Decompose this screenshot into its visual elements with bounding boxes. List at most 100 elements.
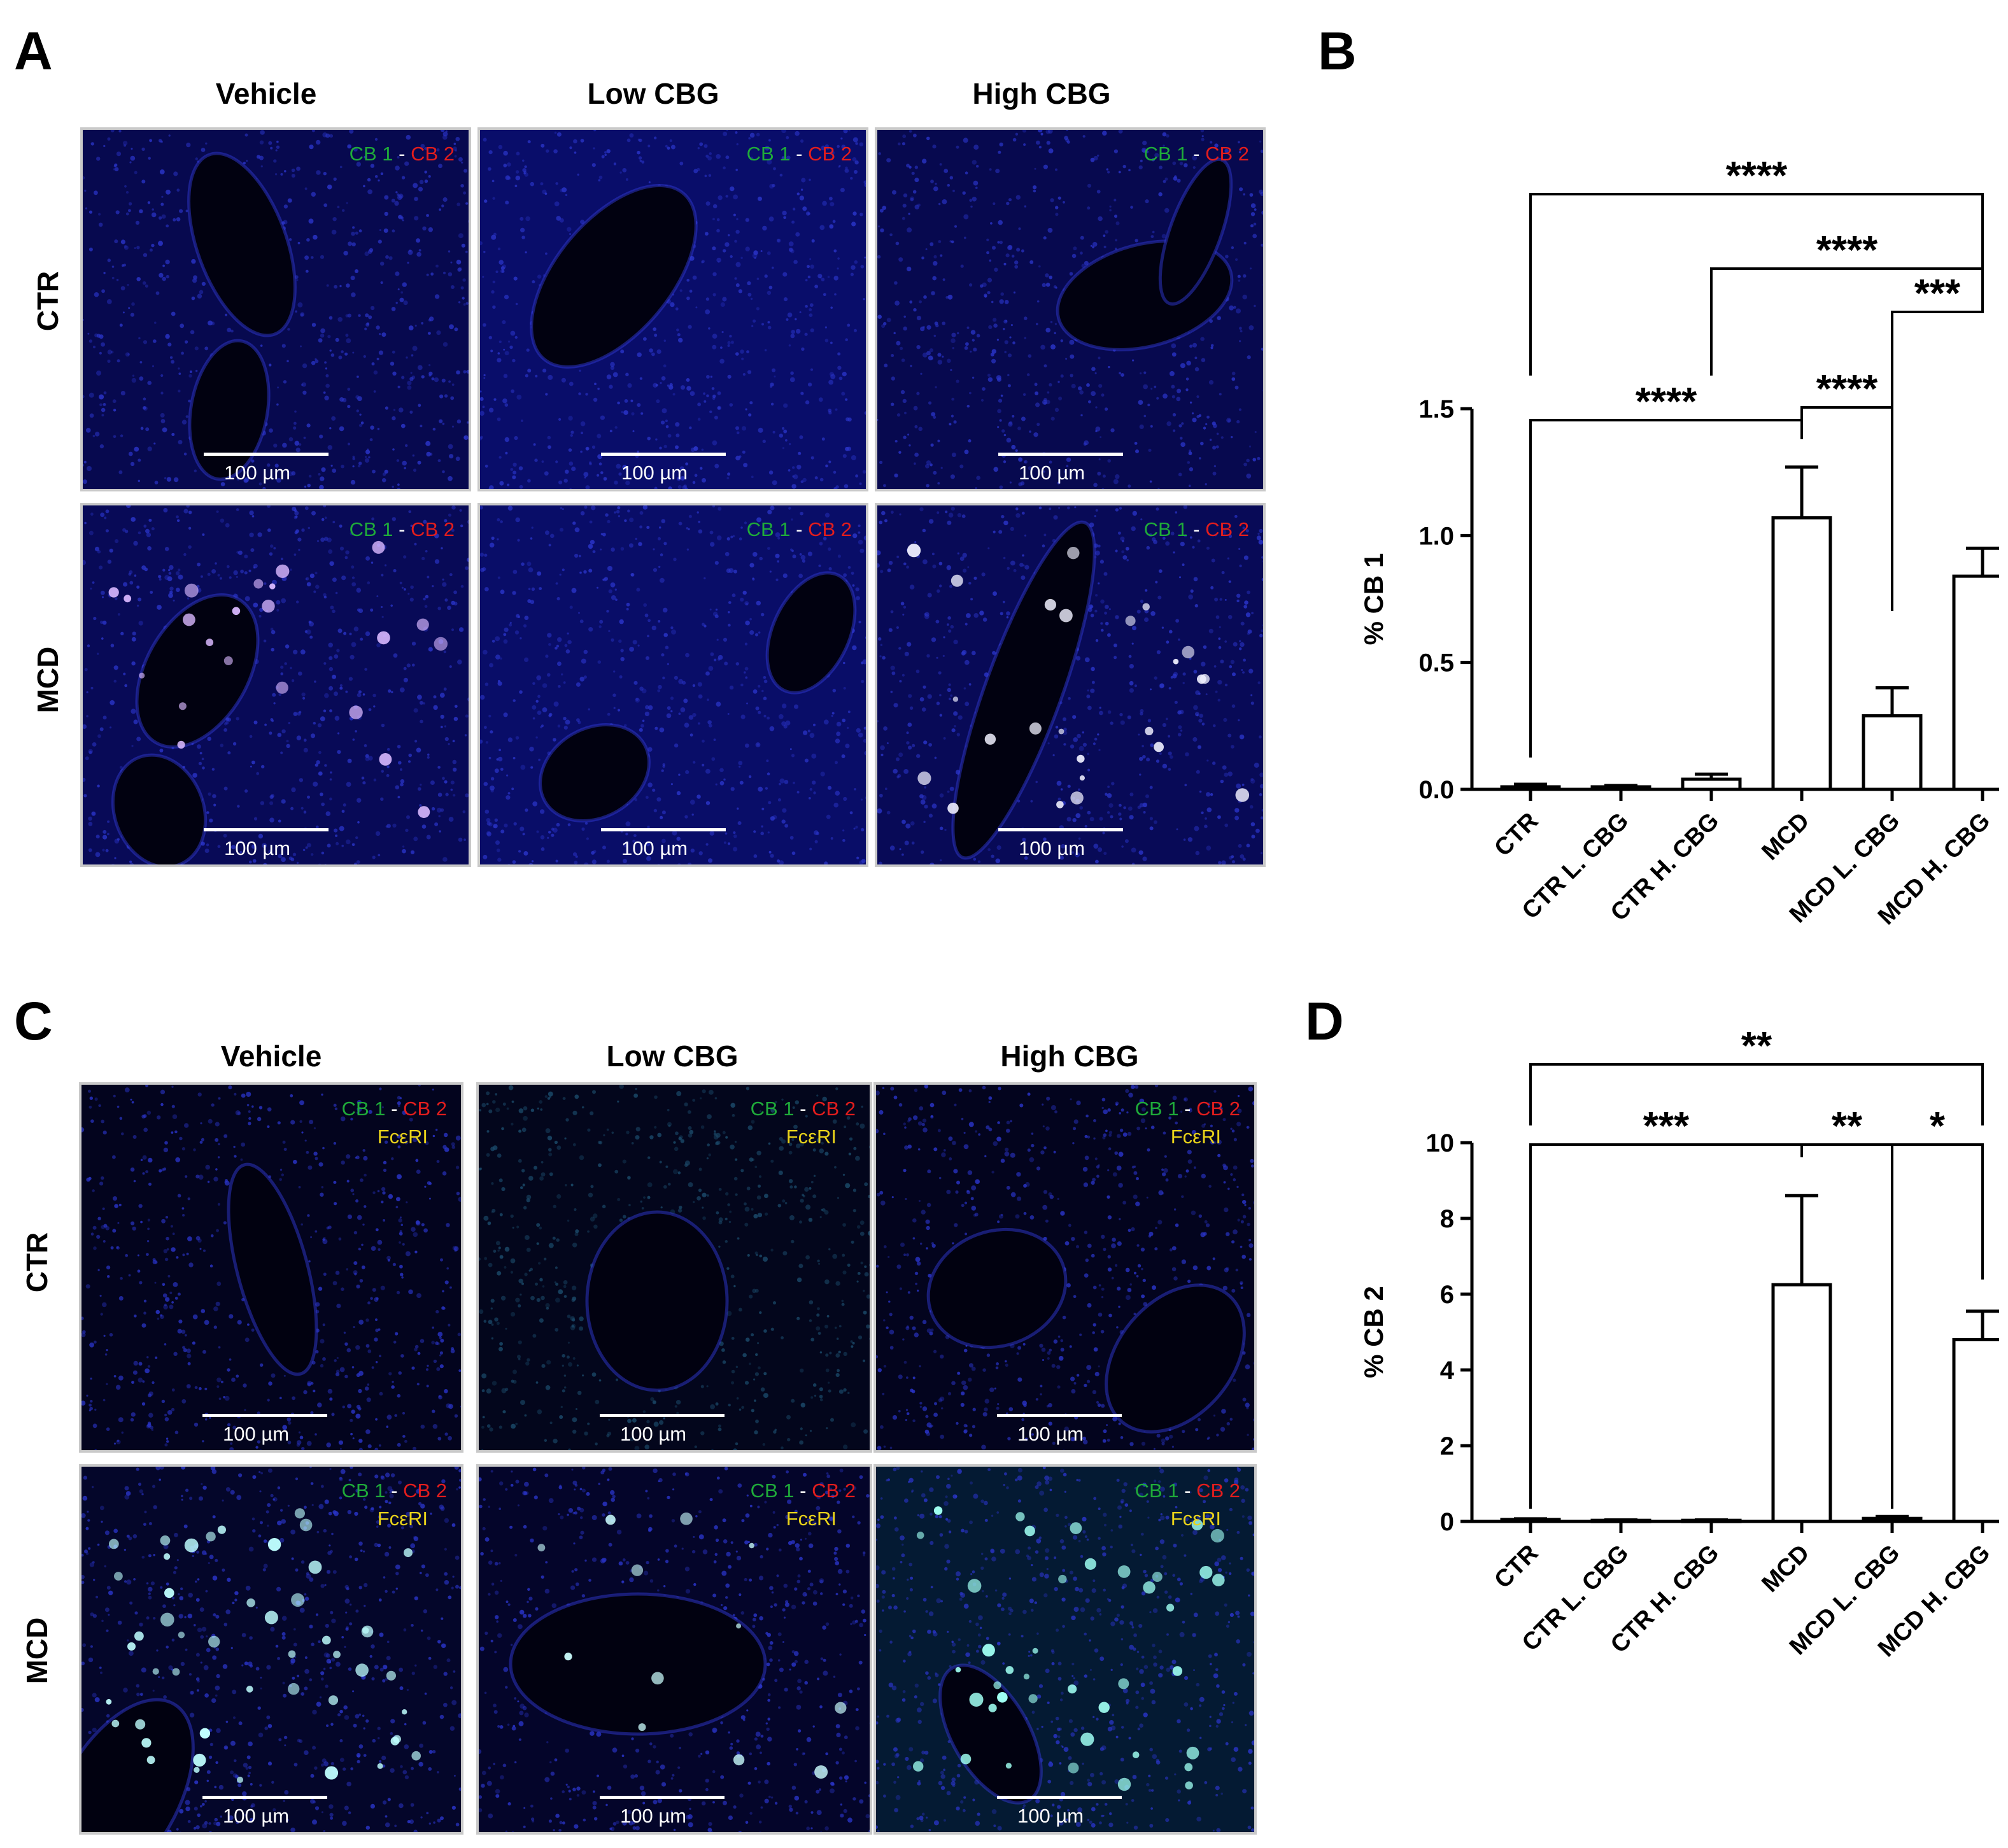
cb1-label: CB 1 [349,143,393,165]
marker-legend: CB 1 - CB 2 [341,1097,447,1120]
scale-bar-label: 100 µm [1017,1423,1084,1445]
cb2-label: CB 2 [1196,1479,1240,1502]
scale-bar [204,828,329,831]
c-col-vehicle: Vehicle [220,1040,322,1073]
y-tick-label: 2 [1440,1432,1454,1460]
y-tick-label: 4 [1440,1357,1455,1385]
y-tick-label: 6 [1440,1281,1454,1309]
fceri-label: FcεRI [786,1507,837,1530]
cb1-label: CB 1 [1143,518,1188,540]
significance-label: **** [1816,367,1878,411]
panel-letter-b: B [1318,21,1357,81]
fceri-label: FcεRI [1170,1507,1221,1530]
bar [1862,1516,1923,1523]
x-tick-label: CTR [1489,808,1543,862]
c-col-low-cbg: Low CBG [606,1040,739,1073]
cb2-label: CB 2 [808,143,852,165]
panel-letter-a: A [14,21,53,81]
marker-legend: CB 1 - CB 2 [750,1479,856,1502]
micrograph-a-ctr-2: CB 1 - CB 2 100 µm [477,127,868,491]
cb1-label: CB 1 [1143,143,1188,165]
scale-bar [202,1796,327,1799]
x-tick-label: CTR [1489,1540,1543,1594]
cb2-label: CB 2 [808,518,852,540]
scale-bar [998,828,1123,831]
marker-legend: CB 1 - CB 2 [746,518,852,540]
bar [1862,714,1923,791]
y-tick-label: 10 [1426,1129,1455,1157]
y-tick-label: 0.0 [1418,776,1454,804]
scale-bar-label: 100 µm [1017,1805,1084,1827]
cb1-label: CB 1 [341,1479,386,1502]
a-row-ctr: CTR [31,271,64,332]
c-row-ctr: CTR [20,1232,53,1293]
significance-label: **** [1726,154,1788,198]
micrograph-a-ctr-1: CB 1 - CB 2 100 µm [80,127,471,491]
significance-bracket [1891,197,1984,611]
bar [1590,785,1651,791]
marker-legend: CB 1 - CB 2 [746,143,852,165]
scale-bar [997,1796,1122,1799]
micrograph-a-ctr-3: CB 1 - CB 2 100 µm [875,127,1266,491]
micrograph-c-mcd-1: CB 1 - CB 2 FcεRI 100 µm [79,1464,463,1835]
a-col-high-cbg: High CBG [972,77,1111,110]
scale-bar-label: 100 µm [621,837,688,859]
marker-legend: CB 1 - CB 2 [1135,1479,1240,1502]
marker-legend: CB 1 - CB 2 [1143,143,1249,165]
cb2-label: CB 2 [411,143,455,165]
significance-bracket [1800,406,1893,433]
y-axis-label: % CB 2 [1359,1286,1389,1378]
cb1-label: CB 1 [349,518,393,540]
micrograph-a-mcd-3: CB 1 - CB 2 100 µm [875,503,1266,867]
y-tick-label: 8 [1440,1205,1454,1233]
significance-label: *** [1914,272,1961,316]
bar [1771,516,1832,791]
cb2-label: CB 2 [1196,1097,1240,1120]
scale-bar-label: 100 µm [1019,462,1085,484]
cb2-label: CB 2 [403,1479,447,1502]
fceri-label: FcεRI [1170,1125,1221,1148]
significance-label: **** [1636,380,1697,424]
cb2-label: CB 2 [403,1097,447,1120]
cb2-label: CB 2 [812,1097,856,1120]
marker-legend: CB 1 - CB 2 [1135,1097,1240,1120]
scale-bar [600,1414,725,1417]
scale-bar [600,1796,725,1799]
scale-bar [601,828,726,831]
cb1-label: CB 1 [750,1479,795,1502]
c-row-mcd: MCD [20,1617,53,1684]
cb1-label: CB 1 [746,143,791,165]
scale-bar [998,453,1123,456]
a-col-low-cbg: Low CBG [587,77,719,110]
cb1-label: CB 1 [341,1097,386,1120]
significance-label: **** [1816,229,1878,272]
micrograph-c-ctr-1: CB 1 - CB 2 FcεRI 100 µm [79,1082,463,1453]
scale-bar [204,453,329,456]
fceri-label: FcεRI [377,1125,428,1148]
cb2-label: CB 2 [411,518,455,540]
significance-bracket [1529,193,1984,376]
bar [1952,1337,1999,1523]
micrograph-a-mcd-1: CB 1 - CB 2 100 µm [80,503,471,867]
marker-legend: CB 1 - CB 2 [349,518,455,540]
cb1-label: CB 1 [750,1097,795,1120]
significance-bracket [1529,1063,1984,1125]
scale-bar-label: 100 µm [223,1423,290,1445]
bar [1500,785,1561,791]
marker-legend: CB 1 - CB 2 [341,1479,447,1502]
c-col-high-cbg: High CBG [1000,1040,1139,1073]
bar [1771,1283,1832,1523]
y-tick-label: 1.0 [1418,522,1454,550]
cb1-label: CB 1 [1135,1097,1179,1120]
scale-bar [601,453,726,456]
panel-letter-c: C [14,991,53,1051]
scale-bar-label: 100 µm [223,1805,290,1827]
fceri-label: FcεRI [786,1125,837,1148]
significance-label: ** [1741,1024,1772,1068]
bar [1952,574,1999,791]
cb2-label: CB 2 [1205,518,1249,540]
micrograph-c-mcd-3: CB 1 - CB 2 FcεRI 100 µm [873,1464,1257,1835]
cb2-label: CB 2 [812,1479,856,1502]
